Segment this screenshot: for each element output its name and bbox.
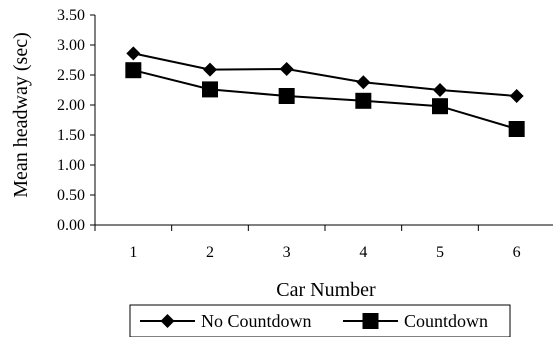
legend-marker-no-countdown: [160, 314, 175, 328]
y-tick-label: 0.00: [57, 217, 85, 234]
x-tick-label: 6: [513, 244, 521, 261]
y-axis-title: Mean headway (sec): [10, 32, 32, 197]
legend-marker-countdown: [362, 313, 379, 329]
chart-legend: No Countdown Countdown: [129, 304, 511, 337]
x-tick-label: 2: [206, 244, 214, 261]
series-line-countdown: [133, 69, 517, 130]
y-tick-label: 3.50: [57, 7, 85, 24]
x-tick-label: 1: [129, 244, 137, 261]
legend-label-countdown: Countdown: [404, 311, 488, 331]
y-tick-label: 3.00: [57, 37, 85, 54]
x-axis-title: Car Number: [276, 279, 376, 301]
data-point-no-countdown: [126, 46, 141, 61]
x-tick-label: 5: [436, 244, 444, 261]
data-point-no-countdown: [433, 83, 447, 97]
data-point-countdown: [432, 98, 448, 115]
chart-series: [125, 46, 525, 137]
y-axis-ticks: 0.00 0.50 1.00 1.50 2.00 2.50 3.00 3.50: [57, 7, 95, 234]
data-point-no-countdown: [356, 75, 371, 90]
data-point-no-countdown: [509, 89, 524, 103]
y-tick-label: 0.50: [57, 187, 85, 204]
y-tick-label: 1.00: [57, 157, 85, 174]
data-point-countdown: [202, 81, 218, 98]
data-point-no-countdown: [203, 62, 217, 77]
y-tick-label: 1.50: [57, 127, 85, 144]
y-tick-label: 2.00: [57, 97, 85, 114]
y-tick-label: 2.50: [57, 67, 85, 84]
data-point-countdown: [125, 62, 142, 79]
legend-label-no-countdown: No Countdown: [201, 311, 312, 331]
x-tick-label: 3: [283, 244, 291, 261]
x-tick-label: 4: [359, 244, 367, 261]
x-axis-ticks: 1 2 3 4 5 6: [94, 225, 521, 261]
data-point-countdown: [508, 121, 525, 137]
series-line-no-countdown: [133, 52, 517, 97]
data-point-no-countdown: [279, 62, 294, 76]
data-point-countdown: [278, 88, 295, 104]
data-point-countdown: [355, 92, 372, 109]
